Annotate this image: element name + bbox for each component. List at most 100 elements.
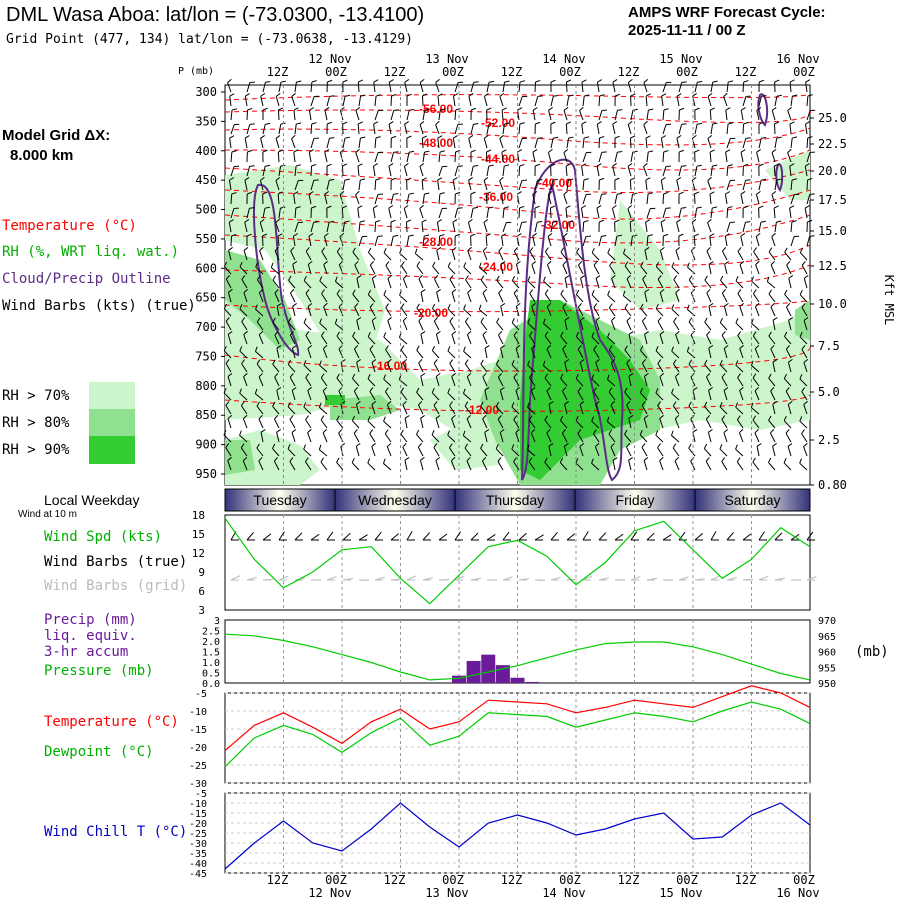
wind-barb-flag: [393, 235, 399, 237]
wind-barb-shaft: [694, 124, 698, 135]
wind-barb-flag: [743, 163, 749, 167]
wind-barb-flag: [424, 192, 430, 195]
wind-barb-shaft: [454, 109, 457, 121]
wind-barb-shaft: [655, 350, 664, 359]
wind-barb-shaft: [582, 194, 587, 205]
wind-barb-shaft: [645, 222, 648, 233]
wind-barb-shaft: [768, 377, 776, 387]
wind-barb-flag: [560, 247, 565, 253]
wind-barb-flag: [371, 358, 377, 363]
wind-barb-shaft: [278, 124, 282, 135]
wind-barb-shaft: [771, 194, 776, 205]
wind-barb-shaft: [383, 252, 392, 261]
wind-barb-flag: [287, 401, 291, 407]
wind-barb-shaft: [276, 432, 280, 443]
wind-barb-shaft: [272, 279, 280, 289]
wind-barb-flag: [259, 246, 264, 251]
wind-barb-flag: [614, 135, 620, 139]
wind-barb-shaft: [367, 462, 376, 471]
isotherm-line: [224, 127, 811, 146]
wind-barb-shaft: [515, 306, 520, 317]
wind-barb-shaft: [688, 321, 696, 331]
wind-barb-flag: [568, 220, 574, 223]
bottom-hour-label: 12Z: [501, 873, 523, 887]
wind-barb-flag: [612, 457, 618, 461]
wind-barb-flag: [752, 373, 757, 379]
wind-barb-shaft: [564, 320, 568, 331]
wind-barb-shaft: [342, 180, 346, 191]
wind-barb-flag: [339, 190, 345, 195]
wind-barb-shaft: [595, 320, 600, 331]
wind-barb-shaft: [532, 110, 536, 121]
wind-barb-shaft: [688, 363, 696, 373]
wind-barb-shaft: [468, 138, 472, 149]
wind-barb-shaft: [742, 81, 745, 93]
wind-barb-flag: [756, 443, 762, 447]
weekday-label: Tuesday: [253, 492, 306, 508]
rh80-swatch: [89, 409, 135, 436]
wind-barb-shaft: [305, 293, 312, 303]
wind-barb-flag: [531, 344, 536, 349]
wind-barb-flag: [225, 443, 230, 448]
wind-barb-flag: [307, 386, 312, 391]
wind-barb-flag: [767, 457, 772, 463]
wind-barb-shaft: [710, 166, 713, 177]
wind-barb-flag: [289, 457, 294, 462]
wind-barb-flag: [447, 261, 451, 267]
wind-barb-flag: [761, 95, 767, 97]
wind-barb-flag: [470, 233, 476, 237]
wind-barb-shaft: [704, 364, 712, 373]
wind-barb-flag: [466, 372, 472, 378]
wind-barb-flag: [725, 233, 730, 237]
wind-barb-flag: [375, 94, 382, 97]
wind-barb-shaft: [610, 362, 616, 373]
wind-barb-flag: [527, 402, 530, 408]
wind-barb-shaft: [341, 165, 344, 177]
pressure-tick-label: 300: [195, 85, 217, 99]
wind-barb-flag: [788, 275, 794, 279]
wind-barb-flag: [501, 233, 507, 237]
wind-barb-shaft: [388, 208, 392, 219]
wind-barb-flag: [352, 331, 356, 337]
wind-barb-shaft: [291, 96, 296, 107]
wind-barb-flag: [274, 415, 279, 420]
wind-barb-flag: [422, 93, 428, 97]
wind-barb-shaft: [351, 420, 360, 429]
wind-barb-flag: [504, 122, 510, 125]
wind-barb-shaft: [560, 335, 568, 345]
wind-barb-flag: [803, 358, 809, 363]
wind-barb-flag: [497, 415, 502, 420]
wind-barb-shaft: [787, 110, 792, 121]
wind-barb-flag: [706, 373, 711, 378]
wind-barb-shaft: [626, 404, 632, 415]
wind-barb-shaft: [287, 448, 296, 457]
wind-barb-flag: [387, 316, 392, 321]
wind-barb-flag: [611, 274, 616, 279]
wind-barb-flag: [601, 235, 607, 237]
wind-barb-shaft: [500, 348, 504, 359]
wind-barb-shaft: [546, 390, 552, 401]
wind-barb-shaft: [591, 378, 600, 387]
wind-barb-shaft: [351, 462, 360, 471]
wind-barb-flag: [739, 428, 744, 434]
isotherm-label: -20.00: [414, 306, 448, 320]
wind-barb-flag: [455, 108, 461, 111]
wind-barb-flag: [225, 359, 230, 364]
wind-barb-shaft: [463, 266, 472, 275]
wind-barb-shaft: [735, 448, 744, 457]
wind-barb-shaft: [390, 95, 393, 107]
wind-barb-shaft: [624, 349, 632, 359]
wind-barb-flag: [387, 358, 392, 363]
wind-barb-shaft: [336, 335, 344, 345]
wind-barb-shaft: [336, 251, 344, 261]
wind-barb-shaft: [454, 166, 459, 177]
wind-barb-shaft: [548, 110, 552, 121]
wind-barb-shaft: [230, 151, 233, 163]
height-tick-label: 0.80: [818, 478, 847, 492]
wind-barb-shaft: [662, 151, 665, 163]
wind-barb-shaft: [454, 82, 459, 93]
wind-barb-shaft: [239, 350, 248, 359]
wind-barb-flag: [287, 359, 292, 365]
wind-barb-flag: [464, 443, 469, 449]
wind-barb-shaft: [432, 308, 440, 317]
